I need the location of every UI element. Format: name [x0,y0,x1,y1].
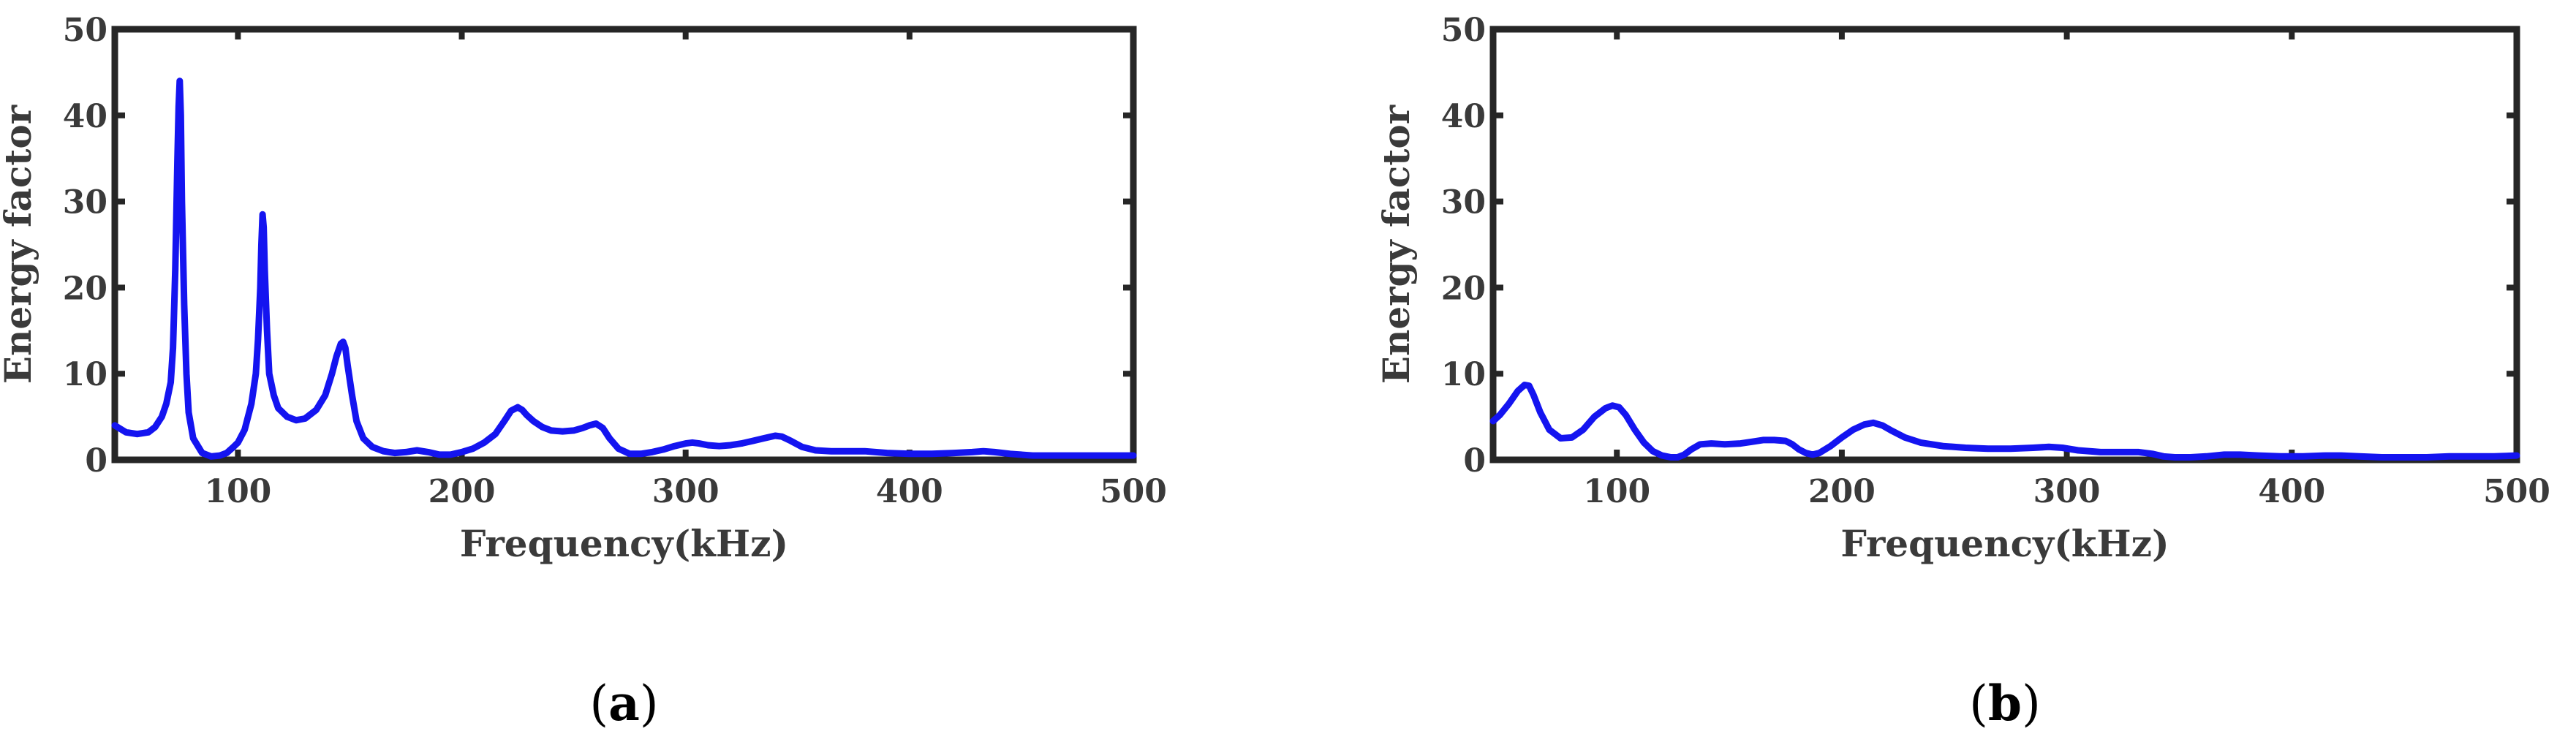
y-tick-label: 50 [1441,12,1486,49]
y-tick-label: 10 [1441,356,1486,393]
y-axis-label: Energy factor [0,105,39,384]
x-tick-label: 200 [1808,473,1876,510]
panel-label-close-paren: ) [640,676,659,732]
y-tick-label: 0 [1463,442,1486,480]
x-tick-label: 100 [204,473,271,510]
x-tick-label: 400 [2258,473,2325,510]
y-tick-label: 40 [63,98,107,135]
y-tick-label: 50 [63,12,107,49]
panel-label: (a) [589,675,658,732]
panel-label-open-paren: ( [1969,676,1988,732]
y-tick-label: 10 [63,356,107,393]
panel-label: (b) [1969,675,2041,732]
panel-label-letter: b [1988,675,2022,732]
x-tick-label: 400 [876,473,943,510]
x-tick-label: 500 [2483,473,2550,510]
x-tick-label: 300 [652,473,719,510]
x-tick-label: 300 [2033,473,2101,510]
x-tick-label: 200 [428,473,496,510]
chart-panel-a: 100 200 300 400 500 0 10 20 30 40 50 Frequency(kHz)… [0,12,1167,732]
y-tick-label: 30 [1441,184,1486,222]
series-line [1489,382,2520,461]
panel-label-open-paren: ( [589,676,608,732]
x-axis-label: Frequency(kHz) [460,522,788,565]
y-tick-label: 20 [63,270,107,307]
y-tick-label: 0 [85,442,107,480]
y-tick-label: 40 [1441,98,1486,135]
chart-panel-b: 100 200 300 400 500 0 10 20 30 40 50 Frequency(kHz)… [1375,12,2550,732]
y-axis-label: Energy factor [1375,105,1418,384]
panel-label-close-paren: ) [2022,676,2041,732]
y-tick-label: 30 [63,184,107,222]
panel-label-letter: a [608,675,640,732]
series-line [111,77,1137,460]
x-axis-label: Frequency(kHz) [1840,522,2169,565]
x-tick-label: 100 [1583,473,1650,510]
plot-frame [1489,26,2520,463]
plot-frame [111,26,1137,463]
x-tick-label: 500 [1100,473,1167,510]
y-tick-label: 20 [1441,270,1486,307]
